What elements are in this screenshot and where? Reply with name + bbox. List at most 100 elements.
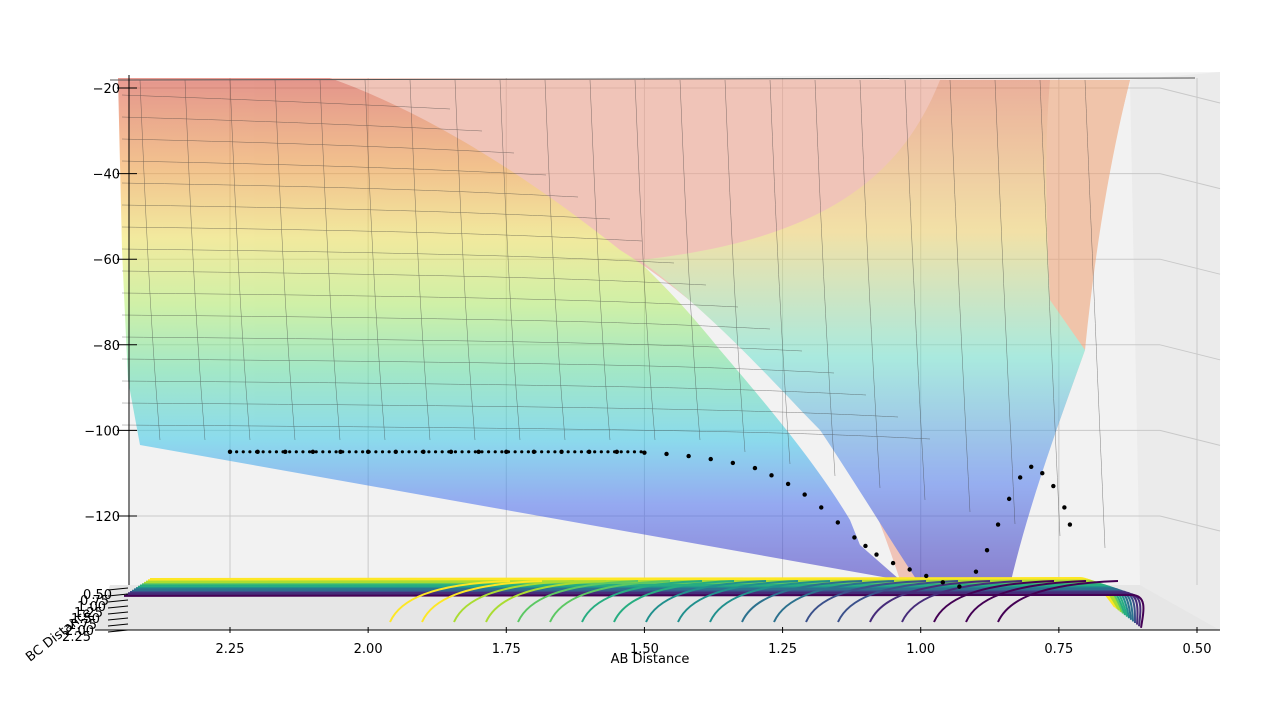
trajectory-point <box>460 450 464 454</box>
mesh-line <box>409 79 431 441</box>
mesh-line <box>121 292 739 308</box>
trajectory-point <box>540 450 544 454</box>
mesh-line <box>121 270 707 286</box>
trajectory-point <box>294 450 298 454</box>
trajectory-point <box>579 450 584 454</box>
trajectory-point <box>476 449 481 454</box>
grid-line-side <box>1159 515 1221 532</box>
mesh-line <box>121 336 803 352</box>
mesh-line <box>121 116 483 132</box>
trajectory-point <box>420 450 424 454</box>
y-tick-label: 2.00 <box>65 624 94 639</box>
contour-line <box>709 580 831 623</box>
trajectory-point <box>863 543 868 549</box>
grid-line-side <box>1159 173 1221 190</box>
trajectory-point <box>940 580 946 585</box>
y-tick-mark <box>107 629 129 633</box>
contour-line <box>933 580 1055 623</box>
x-tick-label: 2.00 <box>354 642 383 657</box>
x-tick-label: 0.75 <box>1044 642 1073 657</box>
mesh-line <box>544 79 566 441</box>
trajectory-point <box>341 450 345 454</box>
z-axis-ticks: −20 −40 −60 −80 −100 −120 <box>84 82 137 525</box>
contour-line <box>869 580 991 623</box>
trajectory-point <box>1051 483 1056 489</box>
contour-line <box>389 580 511 623</box>
y-tick-mark <box>107 599 129 603</box>
trajectory-point <box>730 460 736 466</box>
energy-surface <box>118 78 1130 585</box>
x-tick-label: 0.50 <box>1183 642 1212 657</box>
trajectory-point <box>606 450 610 454</box>
contour-line <box>837 580 959 623</box>
trajectory-point <box>361 450 365 454</box>
mesh-line <box>724 79 746 453</box>
x-tick-label: 1.50 <box>630 642 659 657</box>
grid-line-side <box>1159 429 1221 446</box>
trajectory-point <box>785 481 791 487</box>
trajectory-point <box>307 450 312 454</box>
trajectory-point <box>433 450 438 454</box>
trajectory-point <box>924 573 929 579</box>
trajectory-point <box>367 450 371 454</box>
trajectory-point <box>288 450 292 454</box>
mesh-line <box>121 248 675 264</box>
trajectory-point <box>327 450 332 454</box>
mesh-line <box>121 160 547 176</box>
x-tick-label: 2.25 <box>216 642 245 657</box>
x-tick-label: 1.25 <box>768 642 797 657</box>
trajectory-point <box>427 450 431 454</box>
mesh-line <box>274 79 296 441</box>
trajectory-point <box>500 450 504 454</box>
mesh-line <box>589 79 611 441</box>
contour-line <box>677 580 799 623</box>
contour-line <box>485 580 607 623</box>
trajectory-point <box>559 450 564 454</box>
contour-line <box>965 580 1087 623</box>
z-tick-label: −60 <box>93 253 120 268</box>
y-tick-label: 1.25 <box>74 606 103 621</box>
z-tick-label: −20 <box>93 82 120 97</box>
mesh-line <box>184 79 206 441</box>
trajectory-point <box>526 450 530 454</box>
mesh-line <box>121 358 835 374</box>
y-tick-mark <box>107 593 129 597</box>
trajectory-point <box>520 450 524 454</box>
contour-line <box>125 592 1142 627</box>
trajectory-point <box>248 450 252 454</box>
trajectory-point <box>334 450 338 454</box>
surface-valley-region <box>640 80 1085 585</box>
trajectory-point <box>533 450 537 454</box>
mesh-line <box>1084 79 1106 549</box>
mesh-line <box>499 79 521 441</box>
mesh-line <box>139 79 161 441</box>
trajectory-point <box>632 450 637 454</box>
contour-line <box>131 588 1134 622</box>
mesh-line <box>454 79 476 441</box>
trajectory-point <box>235 450 239 454</box>
trajectory-point <box>890 560 896 566</box>
trajectory-point <box>467 450 471 454</box>
trajectory-point <box>612 450 617 454</box>
trajectory-point <box>400 450 405 454</box>
contour-line <box>741 580 863 623</box>
y-tick-label: 1.00 <box>77 600 106 615</box>
trajectory-point <box>642 450 647 455</box>
mesh-line <box>319 79 341 441</box>
trajectory-point <box>274 450 279 454</box>
trajectory-point <box>546 450 550 454</box>
trajectory-point <box>907 567 912 572</box>
trajectory-point <box>480 450 484 454</box>
trajectory-point <box>301 450 305 454</box>
trajectory <box>227 449 1073 589</box>
trajectory-point <box>639 450 643 454</box>
trajectory-point <box>573 450 577 454</box>
trajectory-point <box>310 449 316 454</box>
contour-line <box>581 580 703 623</box>
side-pane <box>1130 72 1220 630</box>
trajectory-point <box>566 450 570 454</box>
mesh-line <box>229 79 251 441</box>
trajectory-point <box>586 450 590 454</box>
trajectory-point <box>708 456 713 462</box>
trajectory-point <box>513 450 517 454</box>
